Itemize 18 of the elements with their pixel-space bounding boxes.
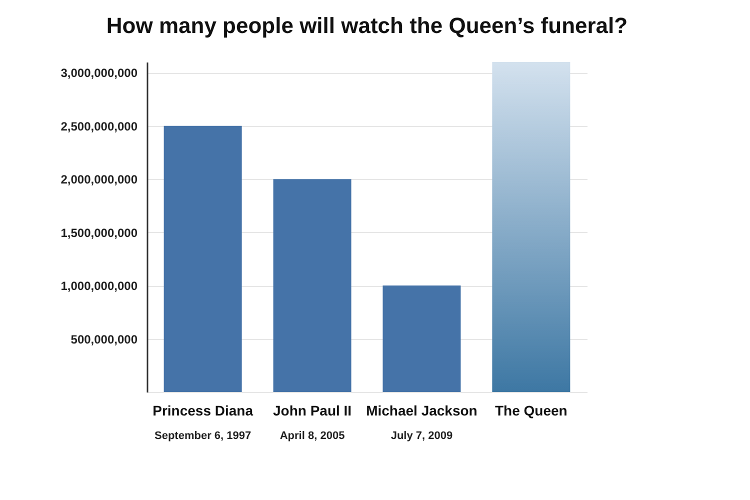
bar: [164, 126, 242, 392]
y-tick-label: 1,500,000,000: [60, 226, 138, 240]
y-tick-label: 2,500,000,000: [60, 119, 138, 134]
x-tick-label: John Paul II: [272, 402, 352, 418]
chart-title: How many people will watch the Queen’s funeral?: [106, 13, 628, 38]
text: July 7, 2009: [390, 430, 453, 442]
y-tick-label: 500,000,000: [70, 332, 138, 346]
x-tick-label: Michael Jackson: [366, 402, 478, 418]
x-tick-label: Princess Diana: [152, 402, 254, 418]
bar: [492, 62, 570, 392]
text: April 8, 2005: [280, 430, 345, 442]
y-tick-label: 3,000,000,000: [60, 66, 138, 80]
y-tick-label: 1,000,000,000: [60, 279, 138, 294]
y-tick-label: 2,000,000,000: [60, 172, 138, 187]
text: September 6, 1997: [154, 430, 252, 442]
bar: [382, 286, 461, 392]
bar: [273, 179, 352, 392]
x-tick-label: The Queen: [495, 402, 568, 418]
